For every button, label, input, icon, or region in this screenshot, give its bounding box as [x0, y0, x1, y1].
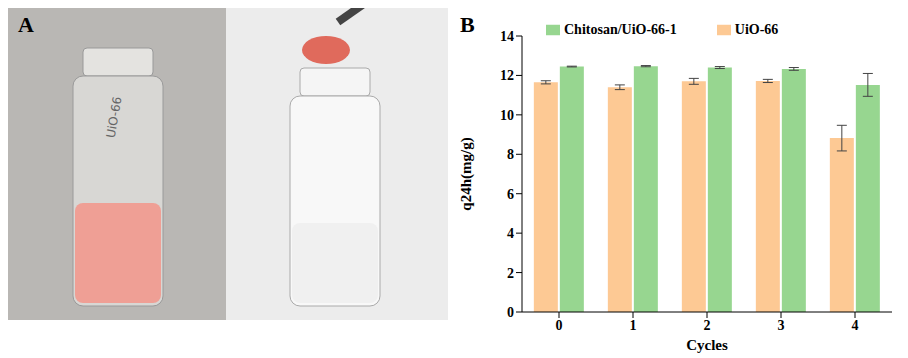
svg-text:2: 2 [507, 266, 514, 281]
svg-text:0: 0 [556, 318, 563, 333]
svg-text:Cycles: Cycles [686, 337, 728, 353]
html-text:Chitosan/UiO-66-1: Chitosan/UiO-66-1 [564, 22, 677, 37]
svg-text:UiO-66: UiO-66 [104, 96, 125, 139]
svg-text:0: 0 [507, 305, 514, 320]
svg-text:12: 12 [500, 68, 514, 83]
svg-text:6: 6 [507, 187, 514, 202]
svg-text:14: 14 [500, 29, 514, 44]
html-text:UiO-66: UiO-66 [734, 22, 779, 37]
svg-text:8: 8 [507, 147, 514, 162]
svg-text:10: 10 [500, 108, 514, 123]
html-text:B: B [460, 12, 475, 37]
svg-text:A: A [18, 12, 34, 37]
svg-text:1: 1 [630, 318, 637, 333]
svg-text:2: 2 [704, 318, 711, 333]
svg-text:q24h(mg/g): q24h(mg/g) [458, 137, 475, 210]
svg-text:4: 4 [852, 318, 859, 333]
svg-text:4: 4 [507, 226, 514, 241]
svg-text:3: 3 [778, 318, 785, 333]
